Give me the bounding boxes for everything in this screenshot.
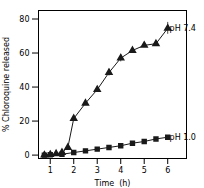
- svg-text:20: 20: [19, 117, 29, 126]
- svg-text:60: 60: [19, 49, 29, 58]
- svg-text:4: 4: [118, 166, 123, 175]
- svg-text:% Chloroquine released: % Chloroquine released: [2, 37, 11, 132]
- svg-text:5: 5: [142, 166, 147, 175]
- svg-text:1: 1: [48, 166, 53, 175]
- svg-text:pH 1.0: pH 1.0: [170, 133, 196, 142]
- svg-text:80: 80: [19, 15, 29, 24]
- svg-text:6: 6: [165, 166, 170, 175]
- svg-text:40: 40: [19, 83, 29, 92]
- svg-text:3: 3: [95, 166, 100, 175]
- svg-text:2: 2: [71, 166, 76, 175]
- svg-text:pH 7.4: pH 7.4: [170, 24, 196, 33]
- svg-text:Time (h): Time (h): [94, 179, 131, 188]
- svg-text:0: 0: [24, 151, 29, 160]
